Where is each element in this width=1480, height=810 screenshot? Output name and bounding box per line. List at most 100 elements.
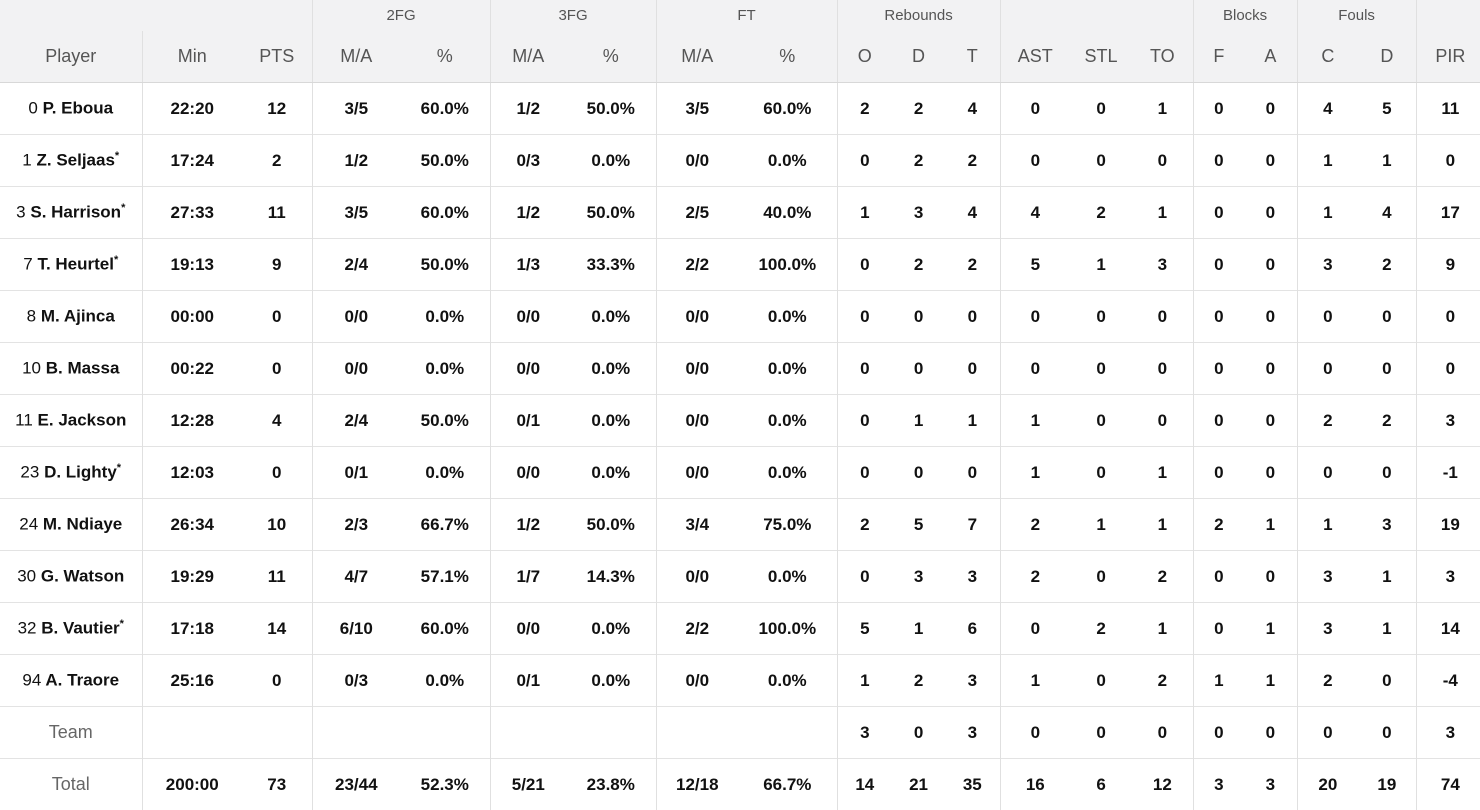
col-ft-pct-cell: 75.0% xyxy=(738,499,837,551)
col-min-header[interactable]: Min xyxy=(142,31,242,83)
player-cell[interactable]: 11 E. Jackson xyxy=(0,395,142,447)
col-2fg-pct-cell: 50.0% xyxy=(400,395,490,447)
col-ft-ma-cell: 2/2 xyxy=(656,239,738,291)
col-reb-d-cell: 21 xyxy=(892,759,945,810)
player-name[interactable]: S. Harrison xyxy=(30,203,121,222)
col-pir-header[interactable]: PIR xyxy=(1416,31,1480,83)
player-name[interactable]: M. Ajinca xyxy=(41,307,115,326)
col-2fg-pct-cell xyxy=(400,707,490,759)
player-number: 24 xyxy=(19,515,38,534)
col-to-cell: 1 xyxy=(1132,447,1193,499)
group-fouls: Fouls xyxy=(1297,0,1416,31)
col-foul-d-cell: 5 xyxy=(1358,83,1416,135)
player-name[interactable]: A. Traore xyxy=(45,671,119,690)
player-name[interactable]: G. Watson xyxy=(41,567,124,586)
col-3fg-pct-cell: 50.0% xyxy=(566,83,656,135)
col-to-header[interactable]: TO xyxy=(1132,31,1193,83)
col-player-header[interactable]: Player xyxy=(0,31,142,83)
player-cell[interactable]: 30 G. Watson xyxy=(0,551,142,603)
col-reb-t-header[interactable]: T xyxy=(945,31,1000,83)
player-name[interactable]: B. Vautier xyxy=(41,619,119,638)
col-reb-o-cell: 5 xyxy=(837,603,892,655)
player-name[interactable]: P. Eboua xyxy=(43,99,114,118)
player-name[interactable]: B. Massa xyxy=(46,359,120,378)
player-name[interactable]: T. Heurtel xyxy=(37,255,114,274)
col-blk-f-header[interactable]: F xyxy=(1193,31,1244,83)
player-name[interactable]: D. Lighty xyxy=(44,463,117,482)
player-number: 30 xyxy=(17,567,36,586)
col-ft-pct-cell: 40.0% xyxy=(738,187,837,239)
player-cell[interactable]: 7 T. Heurtel* xyxy=(0,239,142,291)
player-name[interactable]: Z. Seljaas xyxy=(36,151,114,170)
player-cell[interactable]: 23 D. Lighty* xyxy=(0,447,142,499)
col-foul-d-cell: 1 xyxy=(1358,551,1416,603)
col-3fg-ma-cell: 0/3 xyxy=(490,135,566,187)
col-ft-pct-cell: 0.0% xyxy=(738,135,837,187)
player-cell[interactable]: 1 Z. Seljaas* xyxy=(0,135,142,187)
col-to-cell: 0 xyxy=(1132,343,1193,395)
player-cell[interactable]: 24 M. Ndiaye xyxy=(0,499,142,551)
col-ft-ma-header[interactable]: M/A xyxy=(656,31,738,83)
col-foul-c-cell: 0 xyxy=(1297,447,1358,499)
player-cell[interactable]: 94 A. Traore xyxy=(0,655,142,707)
col-reb-o-cell: 0 xyxy=(837,551,892,603)
col-2fg-pct-cell: 60.0% xyxy=(400,187,490,239)
col-pts-header[interactable]: PTS xyxy=(242,31,312,83)
player-cell[interactable]: 3 S. Harrison* xyxy=(0,187,142,239)
col-3fg-pct-cell: 14.3% xyxy=(566,551,656,603)
col-stl-cell: 2 xyxy=(1070,603,1132,655)
starter-marker: * xyxy=(120,618,124,630)
col-ast-cell: 1 xyxy=(1000,447,1070,499)
col-stl-cell: 0 xyxy=(1070,395,1132,447)
player-cell[interactable]: 0 P. Eboua xyxy=(0,83,142,135)
col-pir-cell: 0 xyxy=(1416,135,1480,187)
col-2fg-ma-header[interactable]: M/A xyxy=(312,31,400,83)
col-foul-d-cell: 2 xyxy=(1358,395,1416,447)
col-3fg-pct-header[interactable]: % xyxy=(566,31,656,83)
col-ft-pct-header[interactable]: % xyxy=(738,31,837,83)
col-blk-a-header[interactable]: A xyxy=(1244,31,1297,83)
col-foul-c-header[interactable]: C xyxy=(1297,31,1358,83)
col-2fg-pct-cell: 50.0% xyxy=(400,135,490,187)
col-3fg-ma-header[interactable]: M/A xyxy=(490,31,566,83)
col-ast-header[interactable]: AST xyxy=(1000,31,1070,83)
col-2fg-pct-cell: 52.3% xyxy=(400,759,490,810)
player-name[interactable]: M. Ndiaye xyxy=(43,515,122,534)
col-reb-d-header[interactable]: D xyxy=(892,31,945,83)
col-foul-d-cell: 3 xyxy=(1358,499,1416,551)
col-3fg-pct-cell: 0.0% xyxy=(566,135,656,187)
col-2fg-pct-cell: 60.0% xyxy=(400,83,490,135)
col-reb-o-cell: 0 xyxy=(837,343,892,395)
player-cell[interactable]: 8 M. Ajinca xyxy=(0,291,142,343)
col-pts-cell: 12 xyxy=(242,83,312,135)
col-reb-o-cell: 0 xyxy=(837,447,892,499)
player-cell[interactable]: 32 B. Vautier* xyxy=(0,603,142,655)
col-stl-header[interactable]: STL xyxy=(1070,31,1132,83)
col-reb-t-cell: 7 xyxy=(945,499,1000,551)
player-name[interactable]: E. Jackson xyxy=(38,411,127,430)
group-3fg: 3FG xyxy=(490,0,656,31)
col-reb-o-header[interactable]: O xyxy=(837,31,892,83)
col-2fg-pct-header[interactable]: % xyxy=(400,31,490,83)
col-foul-c-cell: 4 xyxy=(1297,83,1358,135)
player-cell[interactable]: 10 B. Massa xyxy=(0,343,142,395)
col-2fg-ma-cell: 0/0 xyxy=(312,291,400,343)
col-blk-a-cell: 3 xyxy=(1244,759,1297,810)
col-blk-f-cell: 0 xyxy=(1193,291,1244,343)
col-foul-d-header[interactable]: D xyxy=(1358,31,1416,83)
col-foul-d-cell: 0 xyxy=(1358,447,1416,499)
col-blk-a-cell: 0 xyxy=(1244,447,1297,499)
